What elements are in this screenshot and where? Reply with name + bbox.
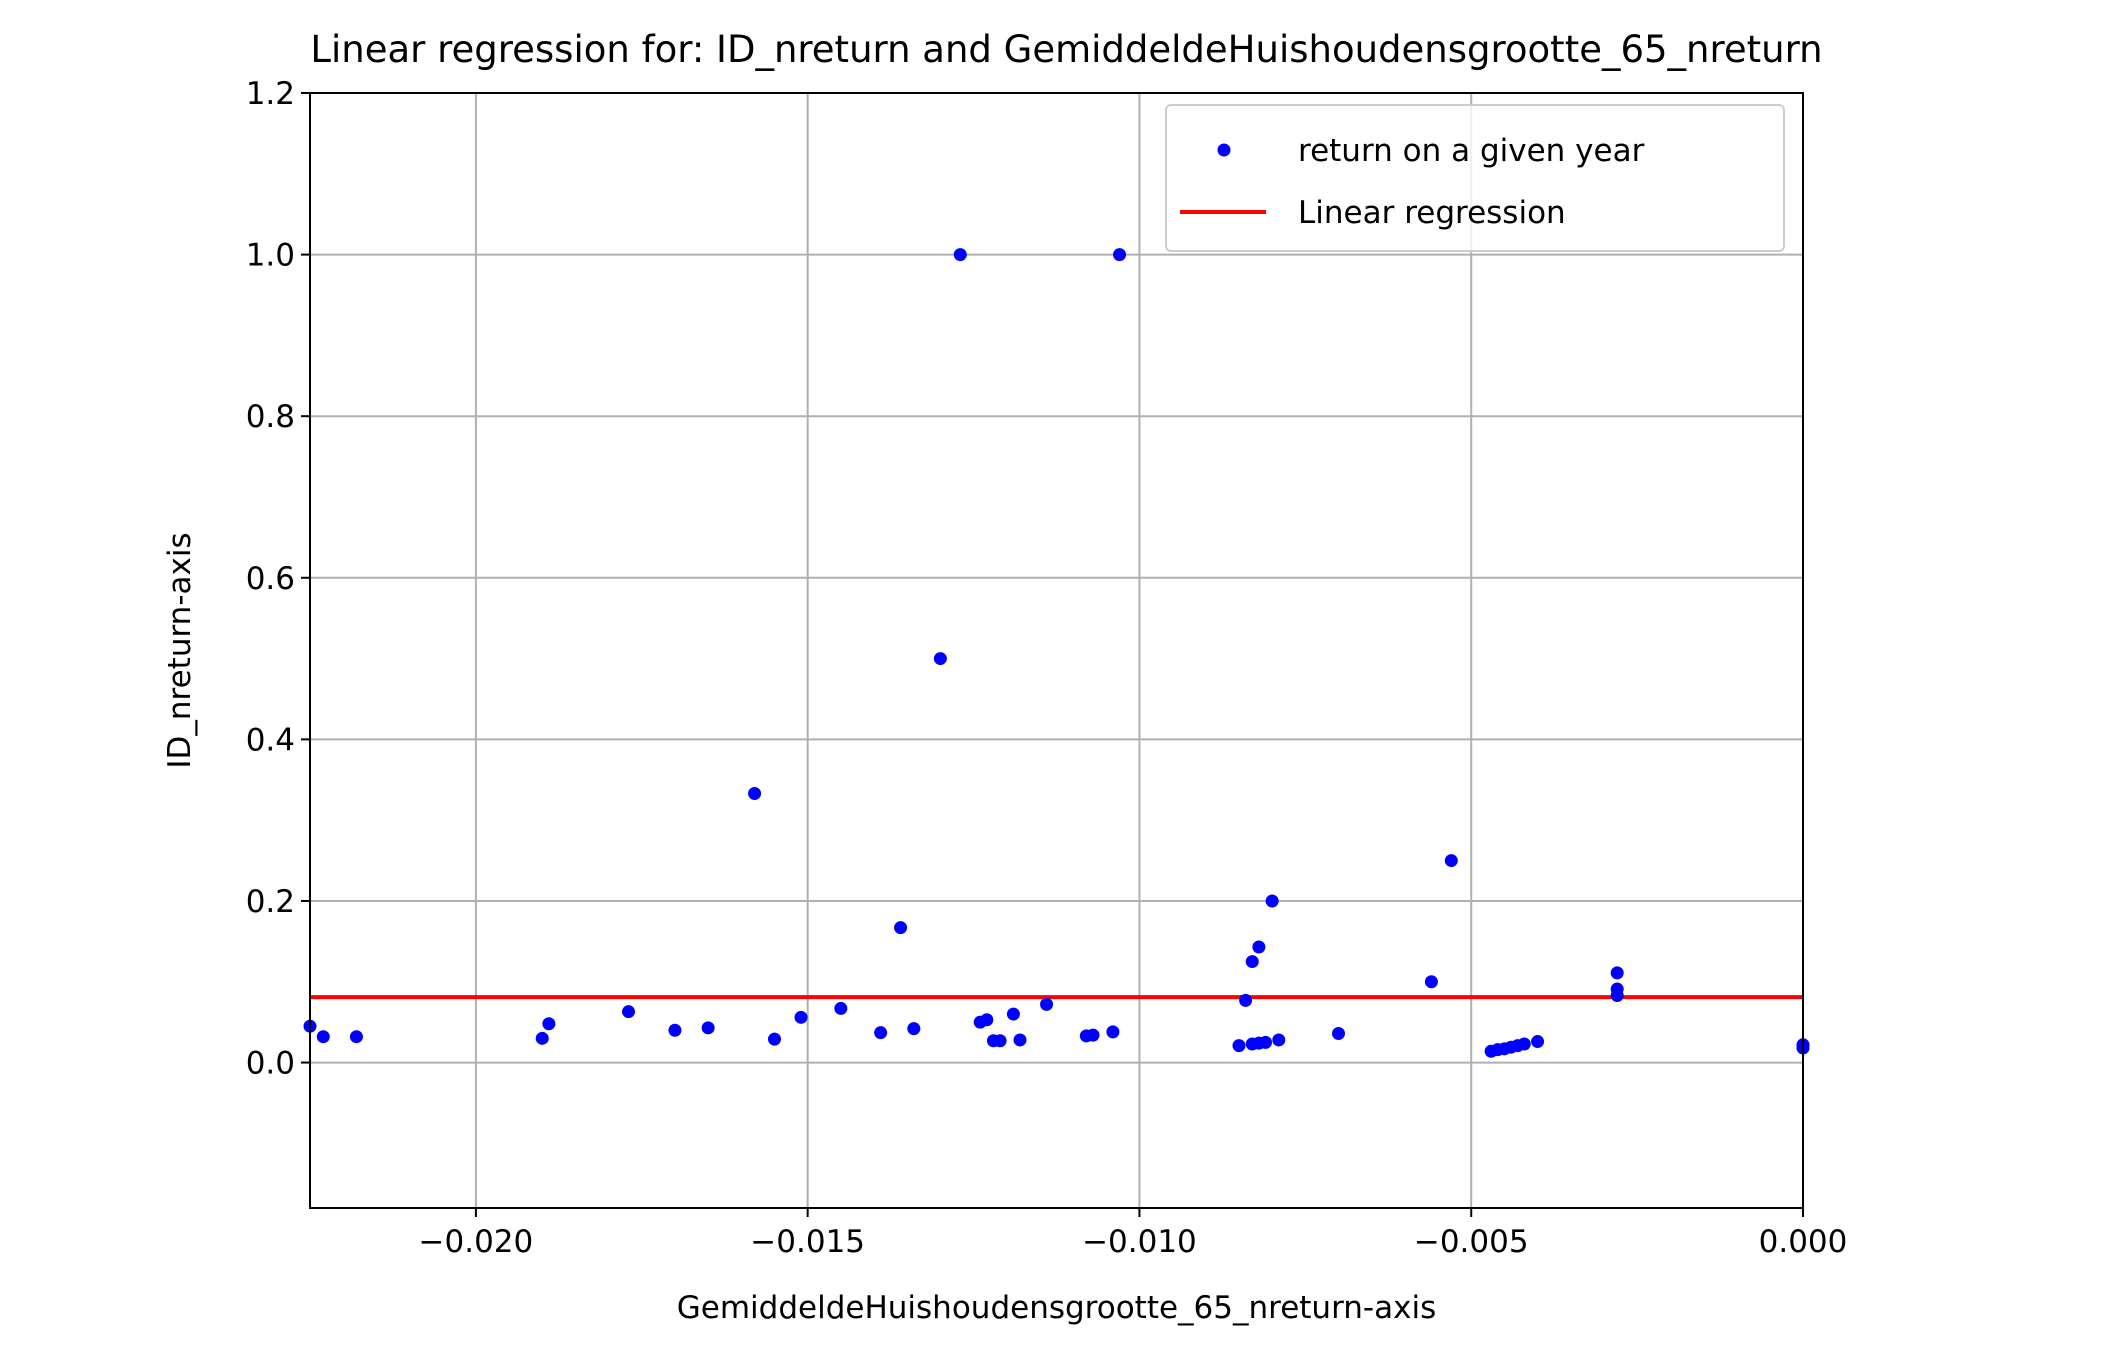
y-tick-label: 0.0 — [246, 1046, 295, 1082]
y-tick-label: 1.0 — [246, 238, 295, 274]
data-point — [1086, 1028, 1100, 1042]
legend-box — [1165, 104, 1785, 252]
legend-label-scatter: return on a given year — [1298, 133, 1645, 169]
data-point — [1113, 248, 1127, 262]
data-point — [668, 1023, 682, 1037]
data-point — [1272, 1033, 1286, 1047]
data-point — [767, 1032, 781, 1046]
y-tick-label: 0.6 — [246, 561, 295, 597]
y-axis-label: ID_nreturn-axis — [162, 532, 198, 768]
data-point — [1259, 1035, 1273, 1049]
data-point — [701, 1021, 715, 1035]
data-point — [1265, 894, 1279, 908]
data-point — [1531, 1035, 1545, 1049]
data-point — [316, 1030, 330, 1044]
x-tick-label: −0.015 — [750, 1224, 865, 1260]
y-tick-label: 0.2 — [246, 884, 295, 920]
data-point — [535, 1031, 549, 1045]
data-point — [1332, 1026, 1346, 1040]
data-point — [980, 1013, 994, 1027]
data-point — [1252, 940, 1266, 954]
x-tick-label: −0.010 — [1082, 1224, 1197, 1260]
data-point — [794, 1010, 808, 1024]
data-point — [1610, 966, 1624, 980]
x-tick-label: −0.020 — [419, 1224, 534, 1260]
data-point — [834, 1001, 848, 1015]
x-axis-label: GemiddeldeHuishoudensgrootte_65_nreturn-… — [677, 1290, 1436, 1326]
data-point — [1239, 993, 1253, 1007]
data-point — [874, 1026, 888, 1040]
data-point — [1106, 1025, 1120, 1039]
x-tick-label: 0.000 — [1759, 1224, 1848, 1260]
legend-label-line: Linear regression — [1298, 195, 1566, 231]
y-tick-label: 1.2 — [246, 76, 295, 112]
data-point — [1040, 997, 1054, 1011]
data-point — [622, 1005, 636, 1019]
axis-ticks: −0.020 −0.015 −0.010 −0.005 0.000 0.0 0.2 0.4 0.… — [246, 76, 1848, 1260]
x-tick-label: −0.005 — [1414, 1224, 1529, 1260]
data-point — [953, 248, 967, 262]
chart-title: Linear regression for: ID_nreturn and Ge… — [310, 28, 1822, 71]
data-point — [1006, 1007, 1020, 1021]
data-point — [1232, 1039, 1246, 1053]
data-point — [748, 787, 762, 801]
data-point — [542, 1017, 556, 1031]
data-point — [933, 652, 947, 666]
data-point — [993, 1034, 1007, 1048]
scatter-points — [303, 248, 1810, 1058]
y-tick-label: 0.4 — [246, 722, 295, 758]
legend-marker-scatter — [1217, 143, 1231, 157]
data-point — [1013, 1033, 1027, 1047]
data-point — [1517, 1037, 1531, 1051]
data-point — [1424, 975, 1438, 989]
y-tick-label: 0.8 — [246, 399, 295, 435]
legend: return on a given year Linear regression — [1165, 104, 1785, 252]
data-point — [1245, 955, 1259, 969]
plot-frame — [309, 92, 1804, 1209]
data-point — [1444, 854, 1458, 868]
data-point — [349, 1030, 363, 1044]
data-point — [894, 921, 908, 935]
data-point — [907, 1022, 921, 1036]
data-point — [1610, 989, 1624, 1003]
